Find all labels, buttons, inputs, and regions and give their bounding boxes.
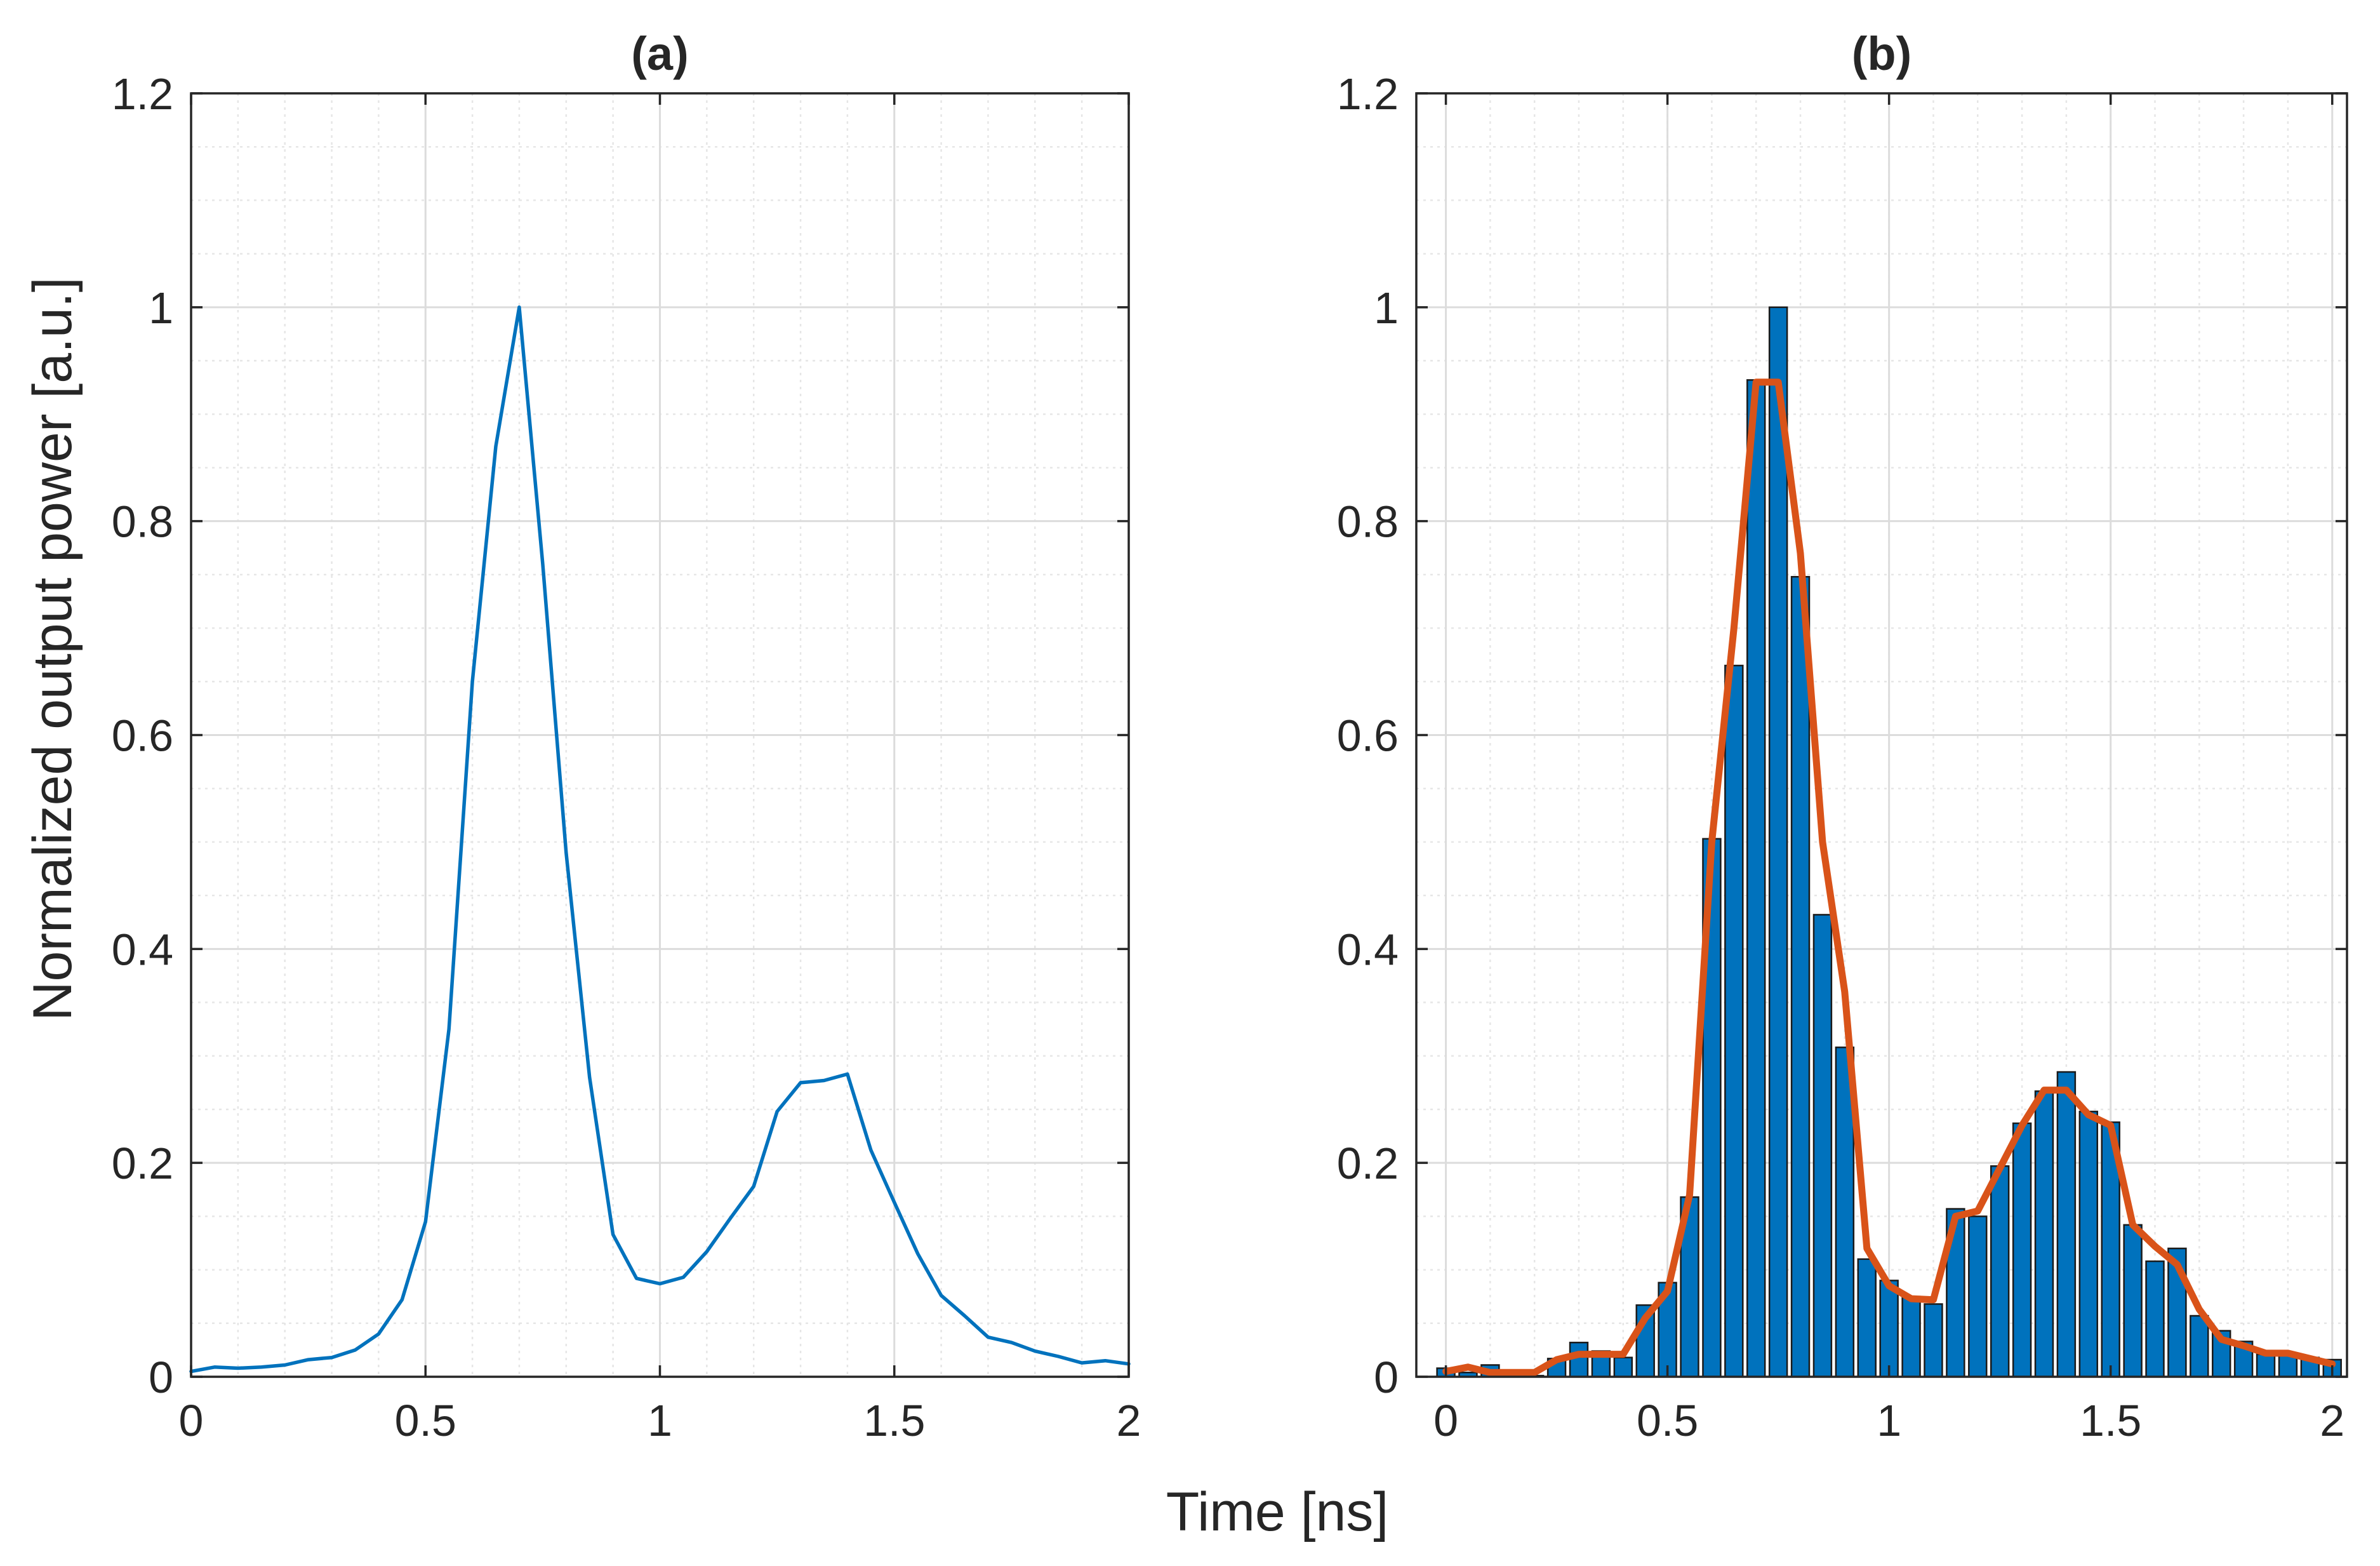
histogram-bar <box>1768 306 1788 1378</box>
y-axis-label: Normalized output power [a.u.] <box>22 277 83 1021</box>
histogram-bar <box>1924 1303 1943 1378</box>
y-tick-label: 0 <box>149 1353 173 1402</box>
histogram-bar <box>2145 1260 2165 1378</box>
histogram-bar <box>2012 1122 2032 1378</box>
histogram-bar <box>1613 1356 1633 1378</box>
histogram-bar <box>1968 1215 1988 1378</box>
histogram-bar <box>1835 1047 1855 1378</box>
y-tick-label: 0.6 <box>112 711 173 761</box>
histogram-bar <box>1857 1258 1877 1378</box>
histogram-bar <box>2256 1353 2276 1378</box>
x-tick-label: 2 <box>1117 1396 1141 1445</box>
histogram-bar <box>1724 664 1744 1378</box>
histogram-bar <box>2034 1090 2054 1378</box>
power-line <box>189 305 1131 1374</box>
y-tick-label: 0.4 <box>112 925 173 974</box>
x-tick-label: 0.5 <box>1637 1396 1698 1445</box>
histogram-bar <box>1790 575 1811 1378</box>
x-tick-label: 0 <box>1433 1396 1458 1445</box>
x-tick-label: 1 <box>1877 1396 1901 1445</box>
x-tick-label: 0.5 <box>395 1396 456 1445</box>
panel-b-title: (b) <box>1852 27 1912 80</box>
y-tick-label: 1.2 <box>112 69 173 119</box>
histogram-bar <box>2278 1355 2298 1378</box>
y-tick-label: 0 <box>1374 1353 1399 1402</box>
histogram-bar <box>1879 1280 1899 1378</box>
histogram-bar <box>1812 914 1833 1378</box>
panel-b: 0 0.5 1 1.5 2 0 0.2 0.4 0.6 0.8 1 1.2 (b) <box>1337 27 2348 1445</box>
fit-line <box>1442 378 2336 1376</box>
histogram-bar <box>1569 1341 1589 1378</box>
y-tick-label: 0.8 <box>1337 497 1399 547</box>
y-tick-label: 1.2 <box>1337 69 1399 119</box>
histogram-bar <box>1746 379 1766 1378</box>
histogram-bar <box>2056 1071 2077 1378</box>
y-tick-label: 0.2 <box>112 1139 173 1188</box>
histogram-bar <box>1990 1165 2010 1378</box>
x-tick-label: 1 <box>648 1396 672 1445</box>
y-tick-label: 0.8 <box>112 497 173 547</box>
y-tick-label: 0.2 <box>1337 1139 1399 1188</box>
x-tick-label: 1.5 <box>2080 1396 2141 1445</box>
x-tick-label: 2 <box>2320 1396 2344 1445</box>
x-axis-label: Time [ns] <box>1166 1482 1388 1543</box>
histogram-bar <box>2190 1315 2209 1378</box>
histogram-bar <box>2123 1224 2143 1378</box>
x-tick-label: 0 <box>179 1396 204 1445</box>
y-tick-label: 1 <box>1374 283 1399 333</box>
y-tick-label: 1 <box>149 283 173 333</box>
panel-a: 0 0.5 1 1.5 2 0 0.2 0.4 0.6 0.8 1 1.2 (a) <box>112 27 1141 1445</box>
panel-a-title: (a) <box>631 27 688 80</box>
x-tick-label: 1.5 <box>863 1396 925 1445</box>
y-tick-label: 0.4 <box>1337 925 1399 974</box>
histogram-bar <box>2078 1111 2099 1378</box>
y-tick-label: 0.6 <box>1337 711 1399 761</box>
histogram-bar <box>1901 1295 1921 1378</box>
